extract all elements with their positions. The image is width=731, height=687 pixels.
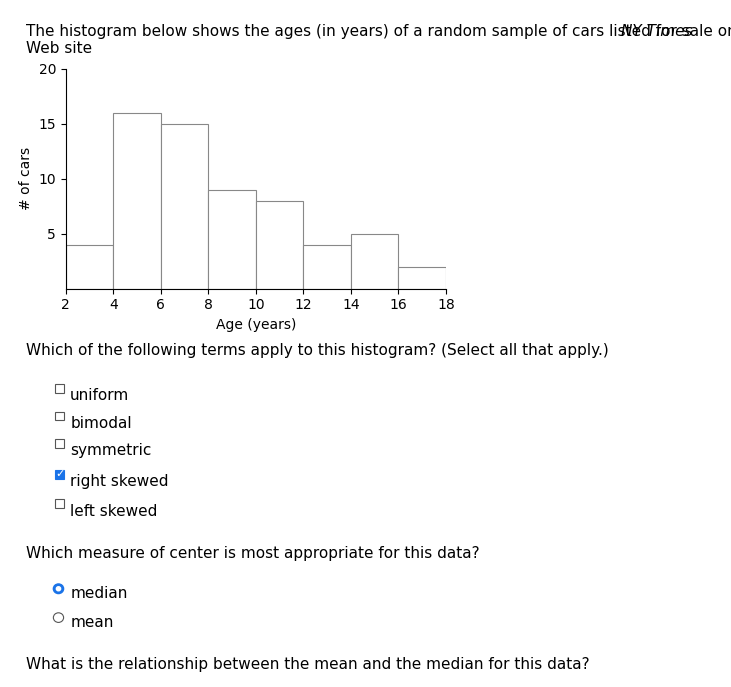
Bar bbox=[66, 245, 113, 289]
Bar bbox=[161, 124, 208, 289]
Text: mean: mean bbox=[71, 615, 114, 630]
Bar bbox=[256, 201, 303, 289]
Bar bbox=[351, 234, 398, 289]
Text: The histogram below shows the ages (in years) of a random sample of cars listed : The histogram below shows the ages (in y… bbox=[26, 24, 731, 39]
Text: NY Times: NY Times bbox=[621, 24, 692, 39]
Bar bbox=[208, 190, 256, 289]
Bar bbox=[398, 267, 446, 289]
Bar bbox=[113, 113, 161, 289]
Text: Web site: Web site bbox=[26, 41, 91, 56]
Bar bbox=[303, 245, 351, 289]
Text: ✓: ✓ bbox=[55, 469, 64, 480]
Text: uniform: uniform bbox=[70, 388, 129, 403]
Text: Which measure of center is most appropriate for this data?: Which measure of center is most appropri… bbox=[26, 546, 480, 561]
X-axis label: Age (years): Age (years) bbox=[216, 318, 296, 332]
Text: right skewed: right skewed bbox=[70, 474, 169, 489]
Text: left skewed: left skewed bbox=[70, 504, 158, 519]
Text: Which of the following terms apply to this histogram? (Select all that apply.): Which of the following terms apply to th… bbox=[26, 344, 608, 359]
Y-axis label: # of cars: # of cars bbox=[19, 147, 33, 210]
Text: median: median bbox=[71, 586, 128, 601]
Text: symmetric: symmetric bbox=[70, 443, 151, 458]
Text: bimodal: bimodal bbox=[70, 416, 132, 431]
Text: What is the relationship between the mean and the median for this data?: What is the relationship between the mea… bbox=[26, 657, 589, 673]
